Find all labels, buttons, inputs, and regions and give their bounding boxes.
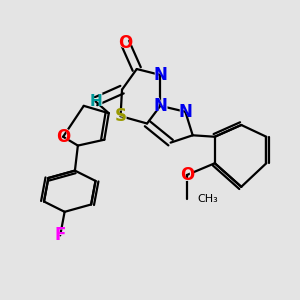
Text: N: N bbox=[153, 97, 167, 115]
Text: N: N bbox=[153, 66, 167, 84]
Text: N: N bbox=[178, 103, 192, 121]
Text: F: F bbox=[54, 226, 67, 245]
Text: N: N bbox=[177, 102, 194, 121]
Text: H: H bbox=[89, 94, 102, 109]
Text: O: O bbox=[178, 166, 195, 184]
Text: CH₃: CH₃ bbox=[197, 194, 218, 204]
Text: N: N bbox=[152, 96, 168, 115]
Text: S: S bbox=[114, 106, 128, 126]
Text: O: O bbox=[55, 127, 71, 146]
Text: O: O bbox=[180, 166, 194, 184]
Text: N: N bbox=[152, 65, 168, 84]
Text: O: O bbox=[118, 34, 132, 52]
Text: H: H bbox=[88, 92, 103, 110]
Text: O: O bbox=[117, 33, 133, 52]
Text: F: F bbox=[55, 226, 66, 244]
Text: S: S bbox=[115, 107, 127, 125]
Text: O: O bbox=[56, 128, 70, 146]
